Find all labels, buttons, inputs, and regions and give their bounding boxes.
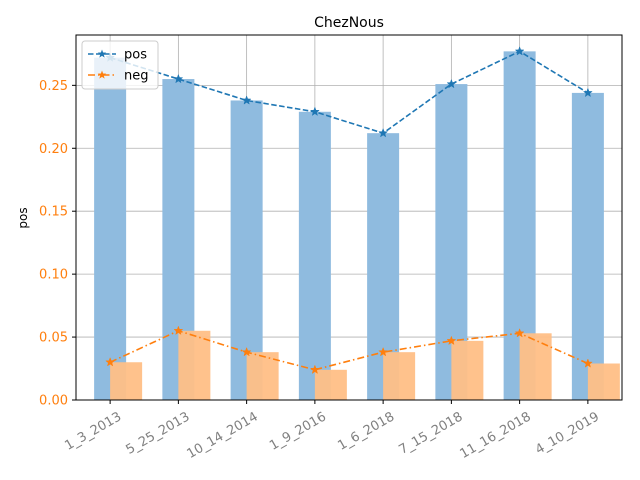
point-neg (105, 357, 116, 367)
y-tick-label: 0.10 (39, 268, 68, 283)
point-pos (446, 78, 457, 89)
bar-neg (383, 352, 416, 400)
bar-pos (298, 111, 331, 400)
bar-neg (246, 352, 279, 400)
y-tick-label: 0.05 (39, 331, 68, 346)
plot-frame (75, 34, 623, 401)
bar-neg (587, 363, 620, 400)
y-tick-label: 0.00 (39, 394, 68, 409)
bar-neg (451, 340, 484, 400)
bar-neg (178, 330, 211, 400)
point-neg (378, 346, 389, 357)
chart-title: ChezNous (314, 15, 384, 31)
point-neg (582, 358, 593, 368)
legend: pos neg (81, 40, 159, 90)
point-pos (241, 95, 252, 105)
point-neg (309, 364, 320, 375)
y-tick-label: 0.15 (39, 205, 68, 220)
legend-marker-neg (97, 70, 107, 79)
bar-neg (519, 333, 552, 400)
y-tick-label: 0.25 (39, 79, 68, 94)
point-pos (378, 127, 389, 138)
point-neg (241, 346, 252, 357)
point-pos (173, 73, 184, 84)
point-pos (309, 106, 320, 116)
series-line-neg (109, 329, 589, 371)
point-neg (514, 328, 525, 338)
point-neg (446, 335, 457, 346)
series-line-pos (109, 50, 589, 135)
point-neg (173, 325, 184, 335)
legend-label-pos: pos (124, 48, 147, 63)
point-pos (514, 46, 525, 56)
bar-pos (94, 57, 127, 400)
legend-marker-pos (97, 49, 107, 58)
y-axis-label: pos (16, 207, 30, 228)
bar-neg (110, 362, 143, 400)
axes (72, 34, 623, 404)
y-tick-label: 0.20 (39, 142, 68, 157)
legend-label-neg: neg (124, 69, 149, 84)
bar-neg (314, 369, 347, 400)
point-pos (582, 87, 593, 98)
series-lines (105, 46, 593, 375)
bar-pos (571, 92, 604, 401)
bars (94, 51, 620, 401)
